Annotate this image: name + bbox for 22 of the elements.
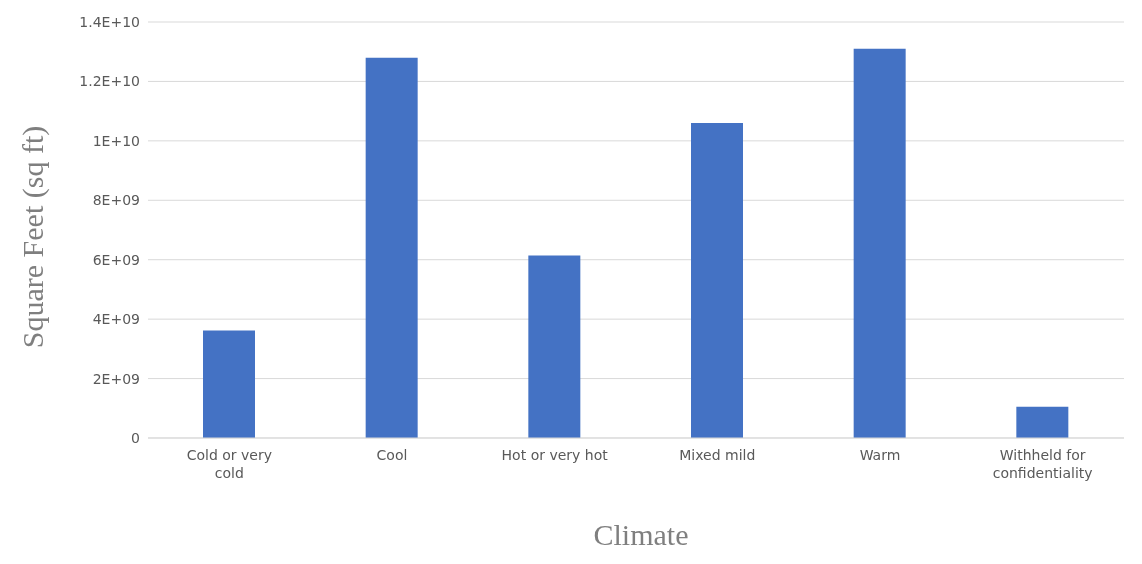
x-axis-title: Climate (592, 518, 690, 552)
x-tick-label: Hot or very hot (501, 447, 609, 463)
x-tick-label: Mixed mild (679, 447, 756, 463)
y-tick-label: 2E+09 (92, 370, 140, 387)
y-tick-label: 0 (131, 429, 140, 446)
bar (365, 57, 418, 438)
x-tick-label: Cold or very cold (186, 447, 272, 481)
bar (528, 255, 581, 438)
y-axis-title: Square Feet (sq ft) (16, 125, 50, 349)
bar (853, 48, 906, 438)
x-tick-label: Withheld for confidentiality (992, 447, 1093, 481)
x-tick-label: Warm (859, 447, 901, 463)
x-tick-label: Cool (376, 447, 408, 463)
y-tick-label: 6E+09 (92, 251, 140, 268)
bar (691, 123, 743, 438)
y-tick-label: 8E+09 (92, 192, 140, 209)
y-tick-label: 1.4E+10 (79, 13, 140, 30)
y-tick-label: 1.2E+10 (79, 73, 140, 90)
y-tick-label: 1E+10 (92, 132, 140, 149)
y-tick-label: 4E+09 (92, 311, 140, 328)
bar (1016, 406, 1069, 438)
bar (203, 330, 255, 438)
